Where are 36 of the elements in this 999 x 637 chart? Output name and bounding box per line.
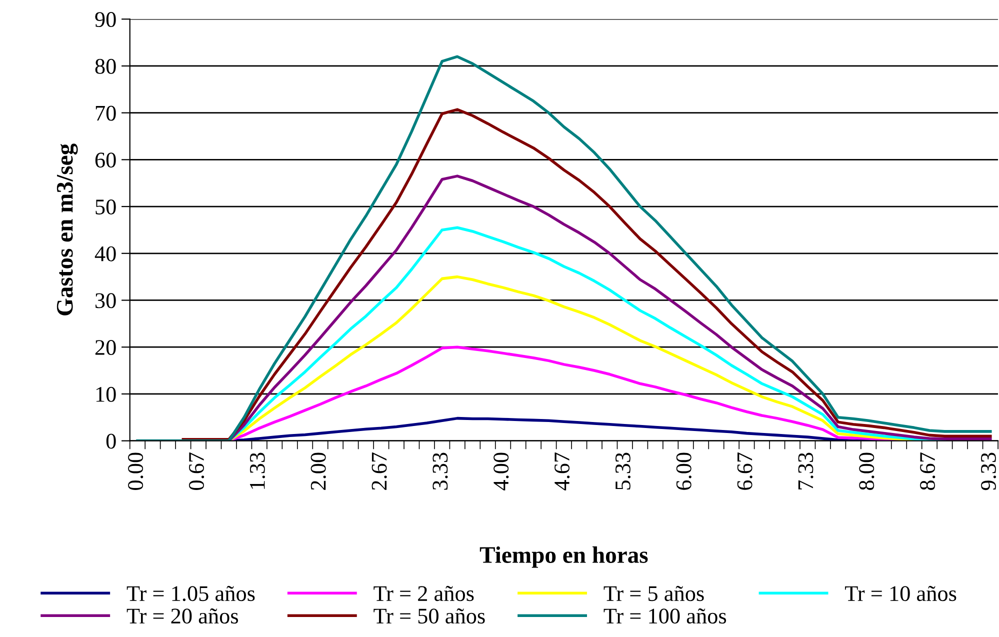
x-tick-label: 8.67 — [920, 452, 936, 490]
y-tick-label: 90 — [95, 12, 116, 28]
x-tick-label: 1.33 — [250, 452, 265, 489]
x-tick-label: 4.00 — [494, 452, 509, 490]
x-tick-label: 0.67 — [188, 452, 204, 490]
line-series — [136, 55, 992, 441]
x-tick-label: 7.33 — [798, 452, 814, 490]
y-tick-label: 60 — [95, 152, 116, 168]
legend-label: Tr = 20 años — [126, 608, 238, 624]
y-tick-label: 30 — [96, 293, 116, 308]
legend-label: Tr = 2 años — [374, 586, 474, 602]
line-series — [182, 108, 992, 441]
legend-label: Tr = 10 años — [845, 586, 956, 602]
y-tick-label: 20 — [95, 340, 116, 356]
y-tick-label: 0 — [106, 434, 116, 449]
x-axis-title: Tiempo en horas — [480, 546, 648, 568]
y-tick-label: 10 — [96, 386, 116, 402]
x-tick-label: 6.67 — [737, 452, 752, 490]
y-tick-label: 80 — [95, 58, 116, 74]
legend-label: Tr = 5 años — [604, 586, 704, 602]
x-tick-label: 6.00 — [676, 452, 692, 490]
legend-label: Tr = 50 años — [374, 608, 485, 624]
x-tick-label: 8.00 — [859, 452, 874, 490]
x-tick-label: 2.00 — [310, 452, 326, 490]
x-tick-label: 5.33 — [615, 452, 631, 490]
x-tick-label: 4.67 — [554, 452, 570, 490]
x-tick-label: 9.33 — [981, 452, 996, 490]
legend-label: Tr = 100 años — [604, 608, 726, 624]
x-tick-label: 2.67 — [372, 452, 387, 490]
legend-label: Tr = 1.05 años — [126, 586, 255, 602]
x-tick-label: 3.33 — [432, 452, 448, 490]
y-axis-title: Gastos en m3/seg — [56, 144, 78, 316]
x-tick-label: 0.00 — [128, 452, 144, 490]
y-tick-label: 50 — [96, 199, 116, 214]
y-tick-label: 40 — [94, 246, 116, 262]
y-tick-label: 70 — [96, 106, 116, 121]
